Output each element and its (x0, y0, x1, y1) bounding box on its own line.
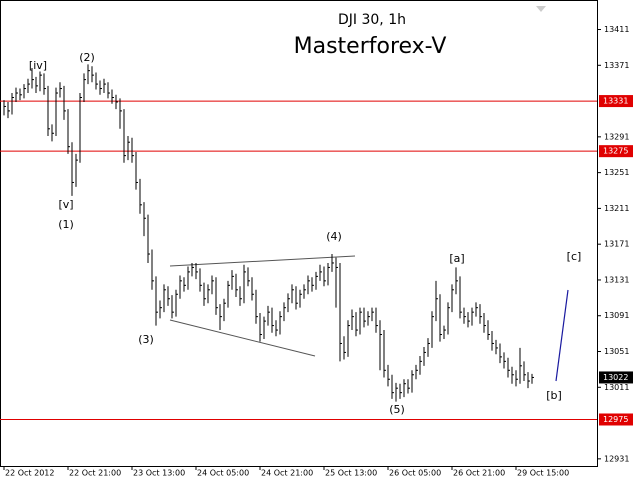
y-tick-label: 13411 (604, 25, 629, 34)
wave-label: [iv] (29, 59, 47, 72)
y-tick-label: 13011 (604, 383, 629, 392)
x-tick-label: 24 Oct 21:00 (261, 469, 313, 478)
wave-label: (5) (389, 403, 405, 416)
x-tick-label: 23 Oct 13:00 (133, 469, 185, 478)
scroll-icon (536, 6, 546, 12)
wave-label: (4) (326, 230, 342, 243)
trend-line (169, 255, 356, 267)
y-tick-label: 13091 (604, 311, 629, 320)
projection-line (555, 289, 569, 382)
wave-label: [v] (58, 198, 73, 211)
y-tick-label: 13371 (604, 61, 629, 70)
wave-label: [b] (546, 389, 562, 402)
wave-label: [a] (449, 252, 464, 265)
x-tick-label: 26 Oct 05:00 (389, 469, 441, 478)
x-tick-label: 22 Oct 21:00 (69, 469, 121, 478)
x-tick-label: 25 Oct 13:00 (325, 469, 377, 478)
price-label: 13022 (603, 373, 628, 382)
chart-subtitle: Masterforex-V (294, 34, 447, 59)
trend-line (169, 319, 316, 357)
level-label-box (599, 413, 633, 426)
y-tick-label: 13251 (604, 168, 629, 177)
level-label: 12975 (603, 415, 628, 424)
y-tick-label: 13051 (604, 347, 629, 356)
level-label: 13275 (603, 147, 628, 156)
wave-label: (2) (79, 51, 95, 64)
level-label-box (599, 145, 633, 158)
wave-label: (3) (138, 333, 154, 346)
level-label: 13331 (603, 97, 628, 106)
x-tick-label: 26 Oct 21:00 (453, 469, 505, 478)
chart-title: DJI 30, 1h (338, 12, 406, 28)
plot-frame (0, 0, 598, 467)
wave-label: [c] (567, 250, 582, 263)
x-tick-label: 22 Oct 2012 (5, 469, 54, 478)
wave-label: (1) (58, 218, 74, 231)
y-tick-label: 13291 (604, 132, 629, 141)
y-tick-label: 13211 (604, 204, 629, 213)
x-tick-label: 29 Oct 15:00 (517, 469, 569, 478)
price-label-box (599, 371, 633, 384)
x-tick-label: 24 Oct 05:00 (197, 469, 249, 478)
y-tick-label: 12931 (604, 454, 629, 463)
level-label-box (599, 95, 633, 108)
y-tick-label: 13131 (604, 275, 629, 284)
y-tick-label: 13171 (604, 240, 629, 249)
